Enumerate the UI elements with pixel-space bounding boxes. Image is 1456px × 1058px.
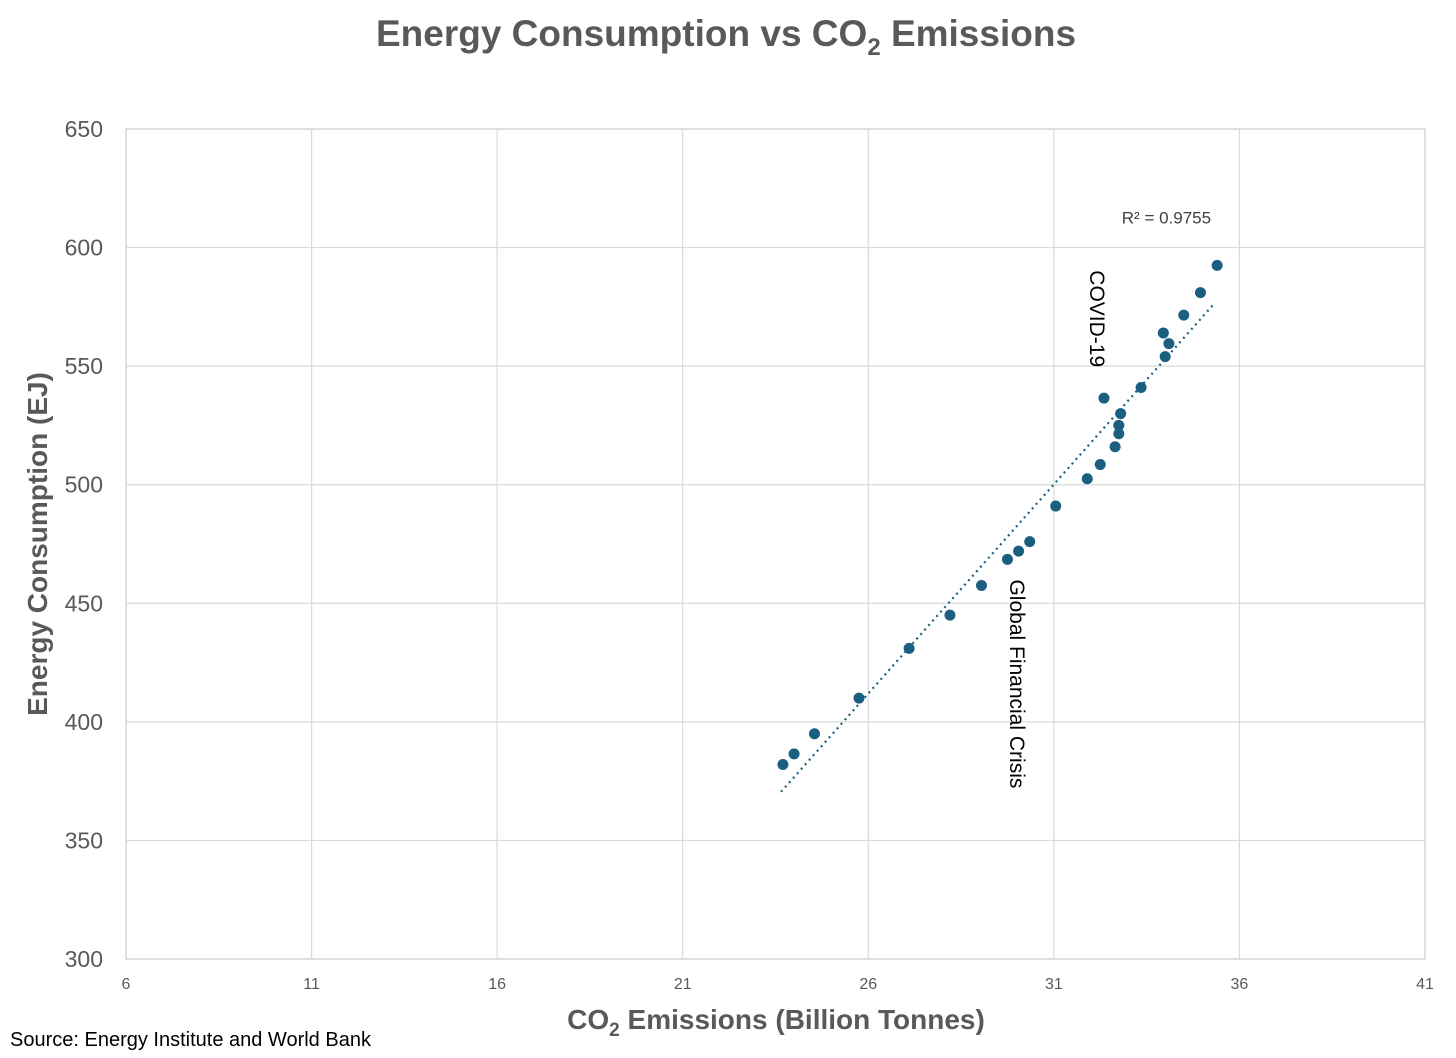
x-tick-label: 16	[488, 976, 506, 993]
data-point	[1113, 428, 1125, 440]
data-point	[903, 642, 915, 654]
data-point	[853, 692, 865, 704]
y-tick-label: 400	[65, 709, 103, 735]
data-point	[1163, 338, 1175, 350]
y-tick-label: 500	[65, 472, 103, 498]
chart-title: Energy Consumption vs CO2 Emissions	[376, 13, 1076, 61]
chart-title-text: Energy Consumption vs CO	[376, 13, 867, 54]
x-tick-label: 41	[1416, 976, 1434, 993]
data-point	[1024, 536, 1036, 548]
data-point	[1094, 459, 1106, 471]
x-tick-label: 21	[674, 976, 692, 993]
annotation-label: Global Financial Crisis	[1005, 579, 1028, 788]
data-point	[1081, 473, 1093, 485]
data-point	[777, 759, 789, 771]
y-tick-label: 450	[65, 590, 103, 616]
y-tick-label: 550	[65, 353, 103, 379]
data-point	[1050, 500, 1062, 512]
data-point	[1157, 327, 1169, 339]
x-axis-title-suffix: Emissions (Billion Tonnes)	[620, 1004, 985, 1035]
data-point	[1113, 419, 1125, 431]
data-point	[975, 580, 987, 591]
data-point	[1159, 351, 1171, 363]
plot-area-border	[125, 128, 1426, 960]
annotations: COVID-19 Global Financial Crisis	[1005, 270, 1108, 788]
x-axis-title-text: CO	[567, 1004, 609, 1035]
x-tick-label: 36	[1231, 976, 1249, 993]
r-squared-label: R² = 0.9755	[1122, 208, 1211, 227]
x-tick-label: 31	[1045, 976, 1063, 993]
trendline	[780, 303, 1215, 793]
gridlines	[125, 128, 1426, 960]
x-axis-ticks: 6 11 16 21 26 31 36 41	[122, 976, 1434, 993]
source-note: Source: Energy Institute and World Bank	[10, 1029, 371, 1051]
data-point	[1001, 553, 1013, 565]
data-point	[1135, 381, 1147, 393]
y-axis-ticks: 300 350 400 450 500 550 600 650	[65, 116, 103, 972]
annotation-label: COVID-19	[1085, 270, 1108, 367]
data-point	[808, 728, 820, 740]
data-point	[1178, 309, 1190, 321]
y-tick-label: 600	[65, 235, 103, 261]
data-point	[944, 609, 956, 621]
data-points	[777, 259, 1223, 771]
x-tick-label: 6	[122, 976, 131, 993]
y-tick-label: 300	[65, 946, 103, 972]
data-point	[1211, 259, 1223, 271]
data-point	[1109, 441, 1121, 453]
y-tick-label: 650	[65, 116, 103, 142]
data-point	[1013, 545, 1025, 557]
x-tick-label: 11	[303, 976, 320, 993]
chart-title-subscript: 2	[867, 34, 880, 61]
data-point	[1115, 408, 1127, 420]
data-point	[1098, 392, 1110, 404]
data-point	[1194, 287, 1206, 299]
x-tick-label: 26	[859, 976, 877, 993]
data-point	[788, 748, 800, 760]
x-axis-title-subscript: 2	[609, 1020, 620, 1041]
y-tick-label: 350	[65, 827, 103, 853]
chart-title-suffix: Emissions	[881, 13, 1076, 54]
y-axis-title: Energy Consumption (EJ)	[22, 372, 53, 716]
x-axis-title: CO2 Emissions (Billion Tonnes)	[567, 1004, 985, 1041]
